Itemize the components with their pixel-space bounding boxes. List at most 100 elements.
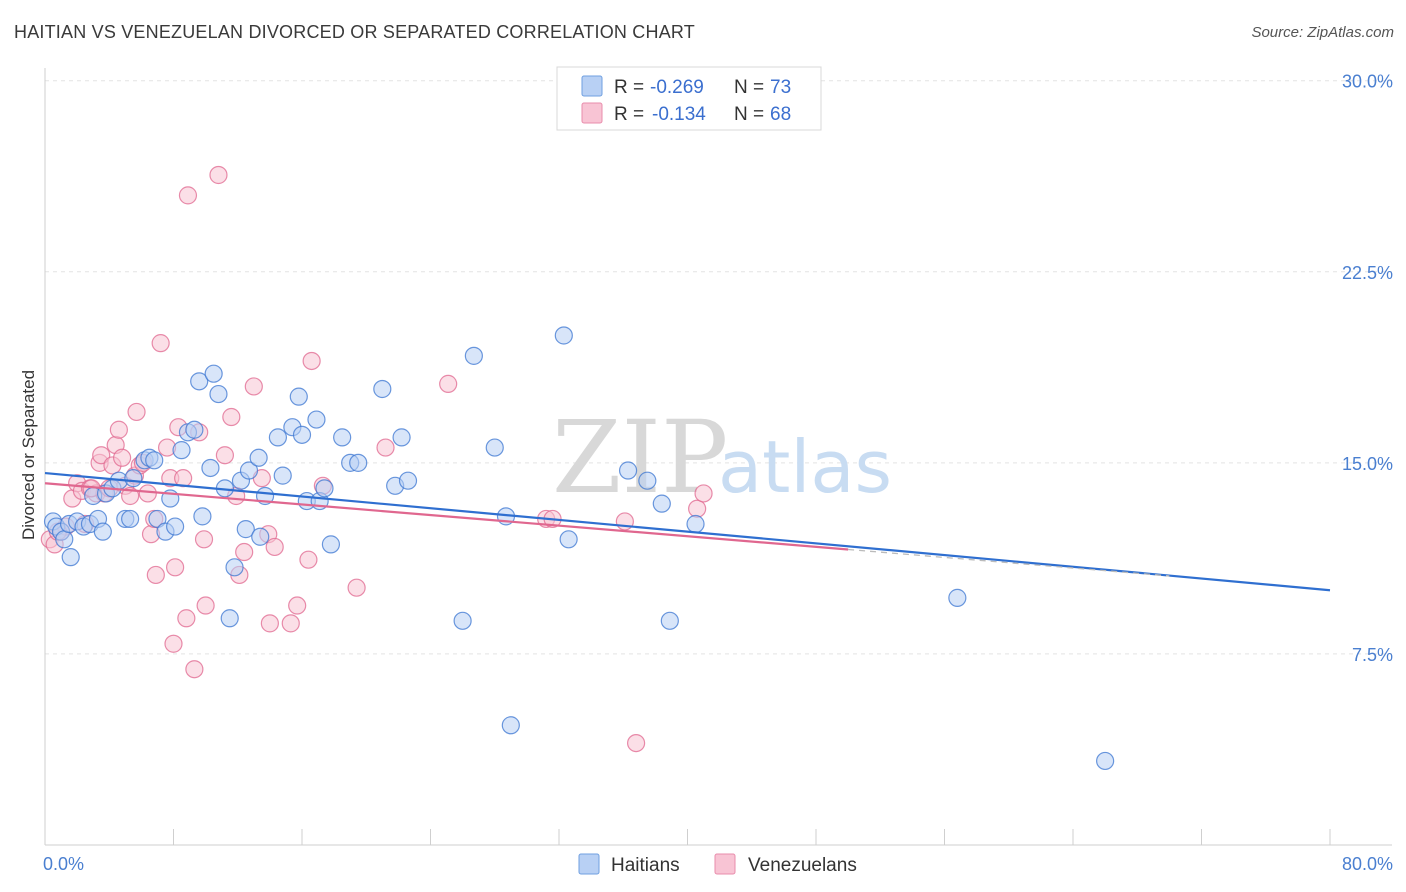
correlation-legend: R = -0.269 N = 73 R = -0.134 N = 68: [556, 66, 822, 131]
haitian-point: [268, 428, 288, 447]
legend-n-value-venezuelans: 68: [770, 104, 791, 125]
venezuelan-point: [166, 558, 185, 577]
haitian-point: [273, 466, 292, 485]
venezuelan-point: [138, 484, 157, 503]
x-tick-label-end: 80.0%: [1342, 854, 1393, 874]
venezuelan-point: [281, 614, 300, 633]
haitian-point: [333, 428, 352, 447]
x-tick-labels: 0.0% 80.0%: [43, 854, 1393, 874]
legend-r-label: R =: [614, 104, 644, 125]
venezuelan-point: [151, 334, 170, 353]
haitian-point: [239, 461, 259, 480]
venezuelan-point: [194, 530, 214, 549]
haitian-point: [660, 611, 679, 630]
y-tick-label: 7.5%: [1352, 645, 1393, 665]
legend-n-value-haitians: 73: [770, 77, 791, 98]
haitian-point: [392, 428, 411, 447]
chart-title: HAITIAN VS VENEZUELAN DIVORCED OR SEPARA…: [14, 22, 695, 42]
haitian-point: [193, 507, 212, 526]
haitian-point: [453, 611, 472, 630]
haitian-point: [145, 451, 164, 470]
haitian-point: [373, 379, 392, 399]
haitian-point: [638, 471, 657, 490]
x-tick-label-start: 0.0%: [43, 854, 84, 874]
venezuelan-point: [164, 634, 183, 653]
venezuelan-trend-line: [44, 482, 849, 551]
haitian-point: [209, 384, 228, 404]
venezuelan-point: [146, 565, 165, 585]
haitian-point: [686, 514, 705, 534]
venezuelan-point: [439, 374, 458, 393]
source-credit: Source: ZipAtlas.com: [1251, 24, 1394, 41]
grid-lines: [45, 80, 1392, 655]
venezuelan-point: [185, 660, 204, 679]
y-axis-label: Divorced or Separated: [19, 370, 38, 540]
venezuelan-point: [127, 402, 146, 422]
watermark-atlas: atlas: [718, 425, 892, 509]
haitian-point: [61, 548, 80, 567]
legend-n-label: N =: [734, 104, 764, 125]
legend-swatch-venezuelans: [581, 102, 603, 124]
y-tick-label: 30.0%: [1342, 72, 1393, 92]
venezuelan-point: [288, 596, 307, 615]
venezuelan-point: [222, 407, 241, 427]
venezuelan-point: [121, 486, 140, 506]
venezuelan-point: [299, 550, 318, 569]
haitian-point: [204, 364, 223, 383]
haitian-point: [220, 609, 239, 628]
haitian-point: [251, 527, 270, 546]
haitian-point: [124, 469, 143, 488]
series-legend-swatch-haitians: [578, 853, 600, 875]
legend-n-label: N =: [734, 77, 764, 98]
haitian-point: [121, 509, 140, 529]
series-legend-venezuelans: Venezuelans: [748, 855, 857, 876]
y-tick-labels: 7.5% 15.0% 22.5% 30.0%: [1342, 72, 1393, 665]
haitian-point: [554, 326, 573, 345]
venezuelan-point: [694, 484, 713, 503]
series-legend: Haitians Venezuelans: [578, 853, 857, 876]
haitian-point: [485, 438, 504, 457]
haitian-point: [315, 479, 334, 498]
venezuelan-point: [626, 733, 646, 753]
haitian-point: [321, 535, 341, 554]
haitian-point: [1096, 751, 1115, 771]
y-tick-label: 15.0%: [1342, 454, 1393, 474]
legend-swatch-haitians: [581, 75, 603, 97]
haitian-point: [652, 494, 671, 513]
venezuelan-point: [688, 499, 707, 518]
haitian-point: [618, 461, 638, 480]
venezuelan-point: [376, 438, 395, 457]
haitian-point: [398, 471, 418, 490]
series-legend-swatch-venezuelans: [714, 853, 736, 875]
haitian-point: [236, 520, 255, 539]
haitian-point: [93, 522, 112, 541]
venezuelan-point: [109, 420, 128, 439]
haitian-point: [289, 387, 308, 406]
venezuelan-point: [235, 542, 254, 562]
haitian-point: [948, 588, 967, 607]
haitian-point: [225, 558, 244, 577]
watermark: ZIP atlas: [552, 399, 892, 516]
venezuelan-point: [260, 614, 279, 633]
venezuelan-point: [112, 448, 132, 467]
venezuelan-point: [196, 596, 215, 615]
haitian-point: [166, 517, 185, 536]
venezuelan-point: [92, 446, 111, 465]
venezuelan-point: [347, 578, 366, 597]
haitian-point: [464, 346, 483, 365]
haitian-point: [190, 372, 209, 391]
haitian-point: [201, 458, 220, 478]
y-tick-label: 22.5%: [1342, 263, 1393, 283]
haitian-point: [185, 420, 204, 439]
haitian-point: [501, 716, 520, 735]
venezuelan-point: [177, 609, 196, 628]
venezuelan-point: [302, 351, 321, 371]
venezuelan-point: [265, 537, 284, 557]
legend-r-label: R =: [614, 77, 644, 98]
haitian-point: [292, 425, 312, 444]
venezuelan-point: [244, 377, 263, 396]
haitian-point: [307, 410, 326, 429]
venezuelan-point: [209, 165, 228, 185]
haitian-point: [172, 441, 191, 460]
legend-r-value-haitians: -0.269: [650, 77, 704, 98]
